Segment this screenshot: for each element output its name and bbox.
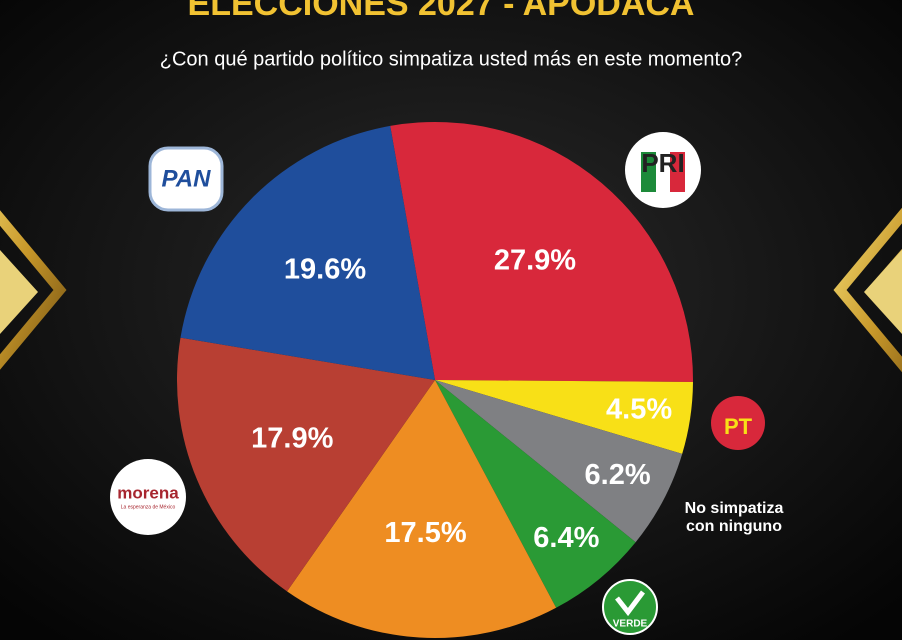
logo-pt: PT bbox=[711, 396, 765, 450]
logo-pri: PRI bbox=[625, 132, 701, 208]
legend-label: No simpatiza con ninguno bbox=[684, 500, 784, 535]
pie-slice bbox=[435, 380, 693, 454]
pie-slice bbox=[435, 380, 683, 543]
legend-label: PT bbox=[724, 414, 753, 439]
legend-label: PRI bbox=[641, 148, 684, 178]
legend-label: VERDE bbox=[613, 619, 648, 630]
pie-slice bbox=[176, 337, 435, 592]
logo-verde: VERDE bbox=[602, 579, 658, 635]
pie: 27.9% 4.5% 6.2% 6.4% 17.5% 17.9% 19.6% bbox=[176, 121, 693, 638]
logo-pan: PAN bbox=[148, 146, 224, 212]
logo-tagline: La esperanza de México bbox=[121, 504, 176, 510]
legend-label: morena bbox=[117, 483, 179, 502]
data-label: 6.4% bbox=[533, 522, 599, 554]
logo-morena: morena La esperanza de México bbox=[110, 459, 186, 535]
decor-left bbox=[0, 210, 67, 370]
chart-subtitle: ¿Con qué partido político simpatiza uste… bbox=[160, 48, 743, 70]
pie-slice bbox=[435, 380, 636, 608]
chart-title: ELECCIONES 2027 - APODACA bbox=[188, 0, 695, 23]
legend-label: PAN bbox=[162, 165, 212, 192]
pie-slice bbox=[390, 121, 693, 382]
decor-right bbox=[833, 207, 902, 373]
pie-slice bbox=[287, 380, 557, 638]
data-label: 6.2% bbox=[585, 459, 651, 491]
data-label: 19.6% bbox=[284, 254, 366, 286]
data-label: 27.9% bbox=[494, 244, 576, 276]
data-label: 4.5% bbox=[606, 393, 672, 425]
data-label: 17.9% bbox=[251, 423, 333, 455]
pie-slice bbox=[180, 125, 435, 380]
data-label: 17.5% bbox=[384, 517, 466, 549]
